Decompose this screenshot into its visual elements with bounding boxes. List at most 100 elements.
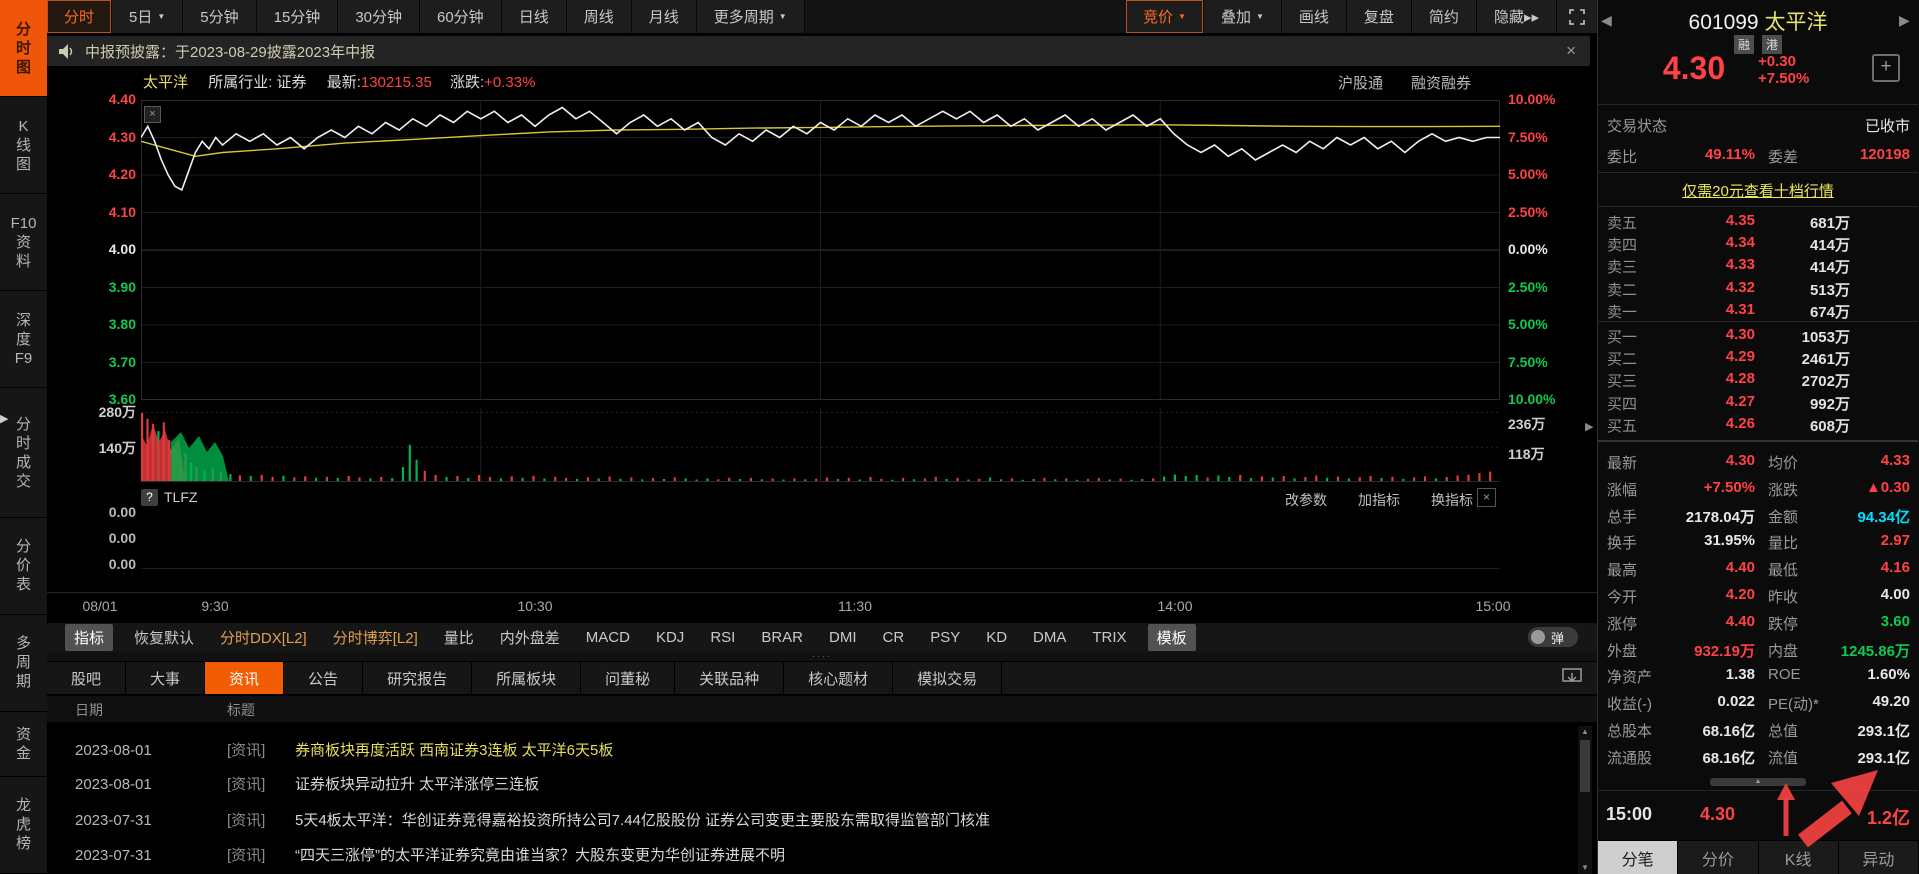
stat-label: 今开 — [1607, 589, 1638, 606]
sidebar-item-分价表[interactable]: 分价表 — [0, 518, 47, 615]
announcement-text[interactable]: 中报预披露：于2023-08-29披露2023年中报 — [85, 43, 376, 61]
news-title[interactable]: “四天三涨停”的太平洋证券究竟由谁当家？大股东变更为华创证券进展不明 — [295, 847, 785, 864]
indicator-tab-TRIX[interactable]: TRIX — [1092, 629, 1127, 646]
period-tab-更多周期[interactable]: 更多周期 ▼ — [696, 0, 805, 33]
indicator-tab-PSY[interactable]: PSY — [930, 629, 961, 646]
sub-indicator-close-icon[interactable]: × — [1477, 488, 1496, 507]
sub-tool-换指标[interactable]: 换指标 — [1431, 492, 1473, 508]
sidebar-item-line: 成 — [15, 453, 31, 471]
price-axis-label: 3.80 — [108, 316, 136, 332]
news-tab-资讯[interactable]: 资讯 — [205, 662, 285, 694]
sidebar-item-F10资料[interactable]: F10 资料 — [0, 194, 47, 292]
legend-industry[interactable]: 所属行业: 证券 — [208, 74, 307, 91]
news-tab-所属板块[interactable]: 所属板块 — [472, 662, 582, 694]
indicator-tab-分时博弈[L2][interactable]: 分时博弈[L2] — [332, 630, 418, 647]
indicator-tab-DMI[interactable]: DMI — [829, 629, 857, 646]
news-tab-核心题材[interactable]: 核心题材 — [784, 662, 894, 694]
left-sidebar: 分时图 K 线图 F10 资料深度 F9 分时成交分价表多周期资金龙虎榜 — [0, 0, 47, 874]
indicator-tab-BRAR[interactable]: BRAR — [761, 629, 804, 646]
time-axis-label-11:30: 11:30 — [838, 598, 872, 614]
scroll-thumb[interactable] — [1580, 740, 1590, 792]
news-row[interactable]: 2023-07-31 [资讯] “四天三涨停”的太平洋证券究竟由谁当家？大股东变更为… — [47, 841, 1575, 871]
fullscreen-icon[interactable] — [1557, 0, 1597, 33]
news-tab-模拟交易[interactable]: 模拟交易 — [893, 662, 1003, 694]
indicator-tab-RSI[interactable]: RSI — [710, 629, 736, 646]
sidebar-item-分时图[interactable]: 分时图 — [0, 0, 47, 98]
sidebar-item-深度F9[interactable]: 深度 F9 — [0, 291, 47, 389]
period-tab-5日[interactable]: 5日 ▼ — [112, 0, 184, 33]
tool-简约[interactable]: 简约 — [1411, 0, 1477, 33]
add-to-watchlist-button[interactable]: + — [1872, 54, 1900, 82]
news-tab-问董秘[interactable]: 问董秘 — [581, 662, 676, 694]
sidebar-item-分时成交[interactable]: 分时成交 — [0, 388, 47, 518]
overlay-close-icon[interactable]: × — [144, 106, 161, 123]
tool-竞价[interactable]: 竞价 ▼ — [1126, 0, 1204, 33]
news-scrollbar[interactable]: ▲ ▼ — [1578, 726, 1592, 874]
indicator-tab-KD[interactable]: KD — [986, 629, 1008, 646]
volume-chart[interactable] — [141, 408, 1500, 482]
period-tab-月线[interactable]: 月线 — [631, 0, 697, 33]
indicator-tab-DMA[interactable]: DMA — [1033, 629, 1067, 646]
news-title[interactable]: 证券板块异动拉升 太平洋涨停三连板 — [295, 776, 540, 793]
indicator-tab-恢复默认[interactable]: 恢复默认 — [134, 630, 195, 647]
indicator-tab-内外盘差[interactable]: 内外盘差 — [499, 630, 560, 647]
sub-tool-改参数[interactable]: 改参数 — [1285, 492, 1327, 508]
scroll-up-icon[interactable]: ▲ — [1581, 727, 1589, 736]
sidebar-item-资金[interactable]: 资金 — [0, 712, 47, 777]
news-tab-股吧[interactable]: 股吧 — [47, 662, 127, 694]
news-title[interactable]: 券商板块再度活跃 西南证券3连板 太平洋6天5板 — [295, 742, 614, 759]
indicator-tab-量比[interactable]: 量比 — [443, 630, 474, 647]
sidebar-expand-icon[interactable]: ▶ — [0, 413, 9, 425]
news-tab-研究报告[interactable]: 研究报告 — [363, 662, 473, 694]
bid-row-price: 4.29 — [1725, 348, 1755, 366]
news-row[interactable]: 2023-08-01 [资讯] 券商板块再度活跃 西南证券3连板 太平洋6天5板 — [47, 736, 1575, 766]
period-tab-周线[interactable]: 周线 — [566, 0, 632, 33]
sub-tool-加指标[interactable]: 加指标 — [1358, 492, 1400, 508]
sidebar-item-龙虎榜[interactable]: 龙虎榜 — [0, 777, 47, 874]
sidebar-item-多周期[interactable]: 多周期 — [0, 615, 47, 712]
popout-icon[interactable] — [1562, 668, 1582, 691]
panel-collapse-icon[interactable]: ▶ — [1585, 421, 1594, 433]
period-tab-60分钟[interactable]: 60分钟 — [420, 0, 502, 33]
tool-叠加[interactable]: 叠加 ▼ — [1203, 0, 1282, 33]
indicator-tab-MACD[interactable]: MACD — [585, 629, 630, 646]
indicator-help-icon[interactable]: ? — [141, 489, 158, 506]
tool-复盘[interactable]: 复盘 — [1346, 0, 1412, 33]
news-row[interactable]: 2023-07-31 [资讯] 5天4板太平洋：华创证券竞得嘉裕投资所持公司7.44… — [47, 806, 1575, 836]
indicator-tab-KDJ[interactable]: KDJ — [655, 629, 685, 646]
panel-collapse-handle[interactable]: ▲ — [1710, 778, 1806, 786]
pane-splitter[interactable]: ···· — [47, 652, 1597, 661]
news-tab-大事[interactable]: 大事 — [126, 662, 206, 694]
period-tab-5分钟[interactable]: 5分钟 — [183, 0, 257, 33]
tool-隐藏[interactable]: 隐藏▸▸ — [1476, 0, 1557, 33]
prev-stock-icon[interactable]: ◀ — [1601, 12, 1612, 28]
popup-toggle[interactable]: 弹 — [1528, 627, 1578, 647]
announcement-close-icon[interactable]: × — [1566, 41, 1576, 60]
intraday-price-chart[interactable] — [141, 100, 1500, 400]
quote-tab-分笔[interactable]: 分笔 — [1598, 841, 1679, 874]
indicator-tab-模板[interactable]: 模板 — [1147, 624, 1196, 651]
quote-tab-分价[interactable]: 分价 — [1678, 841, 1759, 874]
period-tab-30分钟[interactable]: 30分钟 — [338, 0, 420, 33]
level2-promo-link[interactable]: 仅需20元查看十档行情 — [1682, 183, 1834, 200]
news-tab-公告[interactable]: 公告 — [284, 662, 364, 694]
next-stock-icon[interactable]: ▶ — [1899, 12, 1910, 28]
news-title[interactable]: 5天4板太平洋：华创证券竞得嘉裕投资所持公司7.44亿股股份 证券公司变更主要股… — [295, 812, 991, 829]
indicator-tab-指标[interactable]: 指标 — [65, 624, 114, 651]
market-tag-融资融券[interactable]: 融资融券 — [1411, 75, 1472, 92]
period-tab-分时[interactable]: 分时 — [47, 0, 113, 33]
indicator-tab-分时DDX[L2][interactable]: 分时DDX[L2] — [220, 630, 307, 647]
tool-画线[interactable]: 画线 — [1281, 0, 1347, 33]
period-tab-日线[interactable]: 日线 — [501, 0, 567, 33]
news-row[interactable]: 2023-08-01 [资讯] 证券板块异动拉升 太平洋涨停三连板 — [47, 770, 1575, 800]
indicator-tab-CR[interactable]: CR — [882, 629, 905, 646]
quote-tab-异动[interactable]: 异动 — [1839, 841, 1919, 874]
period-tab-15分钟[interactable]: 15分钟 — [256, 0, 339, 33]
tool-label: 竞价 — [1143, 9, 1174, 26]
news-tab-关联品种[interactable]: 关联品种 — [675, 662, 785, 694]
quote-tab-K线[interactable]: K线 — [1759, 841, 1839, 874]
market-tag-沪股通[interactable]: 沪股通 — [1338, 75, 1384, 92]
scroll-down-icon[interactable]: ▼ — [1581, 863, 1589, 872]
sub-indicator-name[interactable]: TLFZ — [164, 489, 198, 505]
